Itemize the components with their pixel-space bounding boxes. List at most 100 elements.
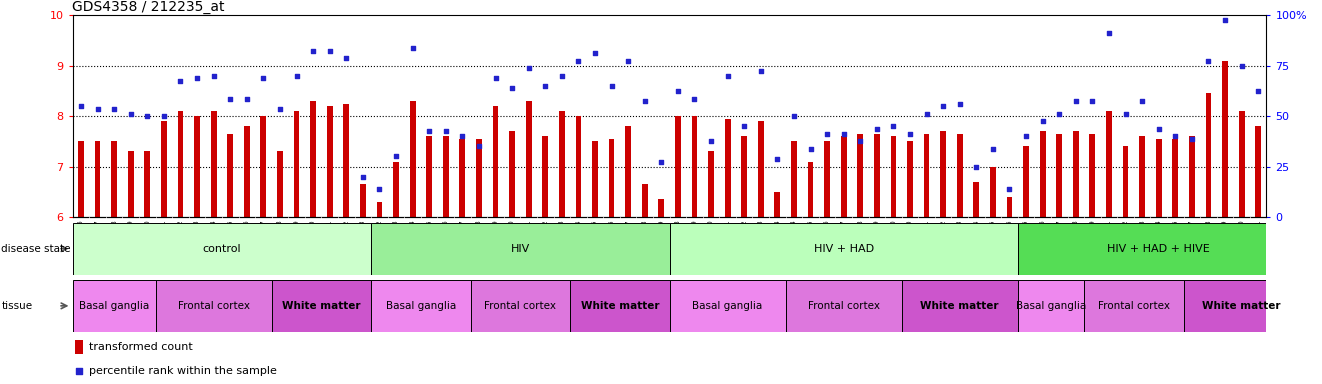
Text: GSM876866: GSM876866	[243, 219, 250, 262]
Text: GSM876840: GSM876840	[311, 219, 316, 262]
Text: GSM876900: GSM876900	[709, 219, 714, 262]
Text: White matter: White matter	[1202, 301, 1281, 311]
Bar	[1084, 280, 1183, 332]
Point	[1198, 58, 1219, 64]
Point	[1248, 88, 1269, 94]
Point	[204, 73, 225, 79]
Point	[899, 131, 920, 137]
Point	[750, 68, 771, 74]
Text: GSM876863: GSM876863	[194, 219, 200, 262]
Point	[386, 154, 407, 160]
Bar	[426, 136, 432, 217]
Point	[70, 103, 91, 109]
Point	[219, 96, 241, 102]
Point	[1231, 63, 1252, 69]
Point	[237, 96, 258, 102]
Bar	[824, 141, 830, 217]
Text: GSM876857: GSM876857	[1188, 219, 1195, 262]
Text: GSM876856: GSM876856	[1006, 219, 1013, 262]
Bar	[559, 111, 564, 217]
Point	[767, 156, 788, 162]
Text: White matter: White matter	[920, 301, 999, 311]
Text: GSM876905: GSM876905	[1023, 219, 1029, 262]
Bar	[1140, 136, 1145, 217]
Point	[966, 164, 988, 170]
Bar	[691, 116, 698, 217]
Text: GSM876892: GSM876892	[377, 219, 382, 262]
Bar	[542, 136, 549, 217]
Text: GSM876848: GSM876848	[641, 219, 648, 262]
Point	[602, 83, 623, 89]
Point	[286, 73, 307, 79]
Text: GSM876907: GSM876907	[1056, 219, 1062, 262]
Text: GSM876845: GSM876845	[592, 219, 598, 262]
Text: Frontal cortex: Frontal cortex	[1097, 301, 1170, 311]
Point	[1147, 126, 1169, 132]
Text: GSM876858: GSM876858	[1206, 219, 1211, 262]
Point	[103, 106, 124, 112]
Text: GSM876855: GSM876855	[990, 219, 995, 262]
Point	[982, 146, 1003, 152]
Point	[1099, 30, 1120, 36]
Bar	[493, 106, 498, 217]
Bar	[210, 111, 217, 217]
Point	[501, 85, 522, 91]
Point	[1032, 118, 1054, 124]
Text: GSM876841: GSM876841	[327, 219, 333, 262]
Bar	[625, 126, 631, 217]
Bar	[570, 280, 669, 332]
Point	[800, 146, 821, 152]
Text: Frontal cortex: Frontal cortex	[484, 301, 557, 311]
Bar	[128, 151, 134, 217]
Bar	[973, 182, 980, 217]
Point	[136, 113, 157, 119]
Bar	[227, 134, 233, 217]
Point	[717, 73, 738, 79]
Text: control: control	[202, 243, 241, 254]
Bar	[156, 280, 271, 332]
Text: GSM876901: GSM876901	[724, 219, 731, 262]
Bar	[990, 167, 995, 217]
Bar	[1173, 139, 1178, 217]
Point	[635, 98, 656, 104]
Point	[452, 133, 473, 139]
Text: GSM876846: GSM876846	[608, 219, 615, 262]
Point	[303, 48, 324, 54]
Point	[1114, 111, 1136, 117]
Text: GSM876859: GSM876859	[1222, 219, 1228, 262]
Text: GSM876906: GSM876906	[1039, 219, 1046, 262]
Text: disease state: disease state	[1, 243, 71, 254]
Text: GSM876899: GSM876899	[691, 219, 698, 262]
Bar	[1188, 136, 1195, 217]
Bar	[278, 151, 283, 217]
Text: GSM876847: GSM876847	[625, 219, 631, 262]
Point	[120, 111, 141, 117]
Bar	[344, 104, 349, 217]
Text: GSM876883: GSM876883	[1140, 219, 1145, 262]
Point	[668, 88, 689, 94]
Text: GSM876904: GSM876904	[775, 219, 780, 262]
Point	[353, 238, 374, 244]
Point	[336, 55, 357, 61]
Bar	[1183, 280, 1300, 332]
Bar	[1239, 111, 1244, 217]
Bar	[471, 280, 570, 332]
Text: HIV + HAD: HIV + HAD	[813, 243, 874, 254]
Bar	[311, 101, 316, 217]
Bar	[371, 223, 669, 275]
Bar	[791, 141, 797, 217]
Point	[883, 123, 904, 129]
Bar	[509, 131, 516, 217]
Text: GSM876864: GSM876864	[210, 219, 217, 262]
Bar	[1256, 126, 1261, 217]
Bar	[891, 136, 896, 217]
Text: GSM876843: GSM876843	[360, 219, 366, 262]
Text: GSM876850: GSM876850	[907, 219, 914, 262]
Bar	[1222, 61, 1228, 217]
Text: Basal ganglia: Basal ganglia	[386, 301, 456, 311]
Text: White matter: White matter	[580, 301, 660, 311]
Text: GSM876844: GSM876844	[575, 219, 582, 262]
Point	[1015, 133, 1036, 139]
Text: GSM876853: GSM876853	[957, 219, 962, 262]
Bar	[1155, 139, 1162, 217]
